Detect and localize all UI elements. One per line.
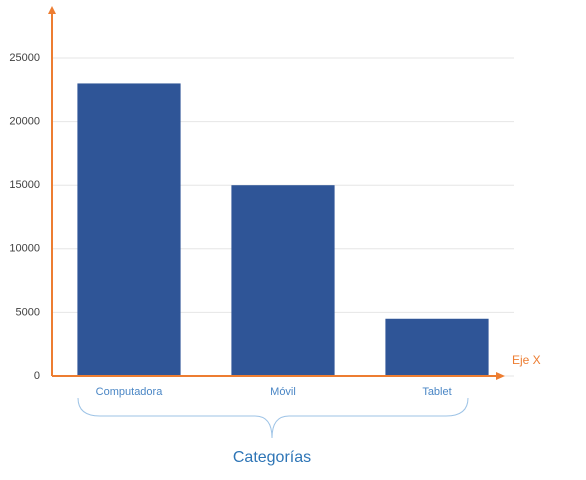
- category-brace: [77, 397, 469, 439]
- bar: [77, 83, 181, 376]
- x-axis-arrow: [496, 372, 505, 380]
- y-tick-label: 20000: [9, 116, 40, 128]
- x-axis-label: Eje X: [512, 353, 541, 367]
- categories-label: Categorías: [233, 449, 311, 466]
- y-tick-label: 10000: [9, 243, 40, 255]
- x-tick-label: Móvil: [270, 386, 296, 398]
- y-axis-arrow: [48, 6, 56, 14]
- y-tick-label: 0: [34, 370, 40, 382]
- x-tick-label: Tablet: [422, 386, 451, 398]
- y-tick-label: 25000: [9, 52, 40, 64]
- y-tick-label: 15000: [9, 179, 40, 191]
- y-tick-label: 5000: [16, 306, 40, 318]
- bar: [385, 318, 489, 376]
- x-tick-label: Computadora: [96, 386, 164, 398]
- bar: [231, 185, 335, 376]
